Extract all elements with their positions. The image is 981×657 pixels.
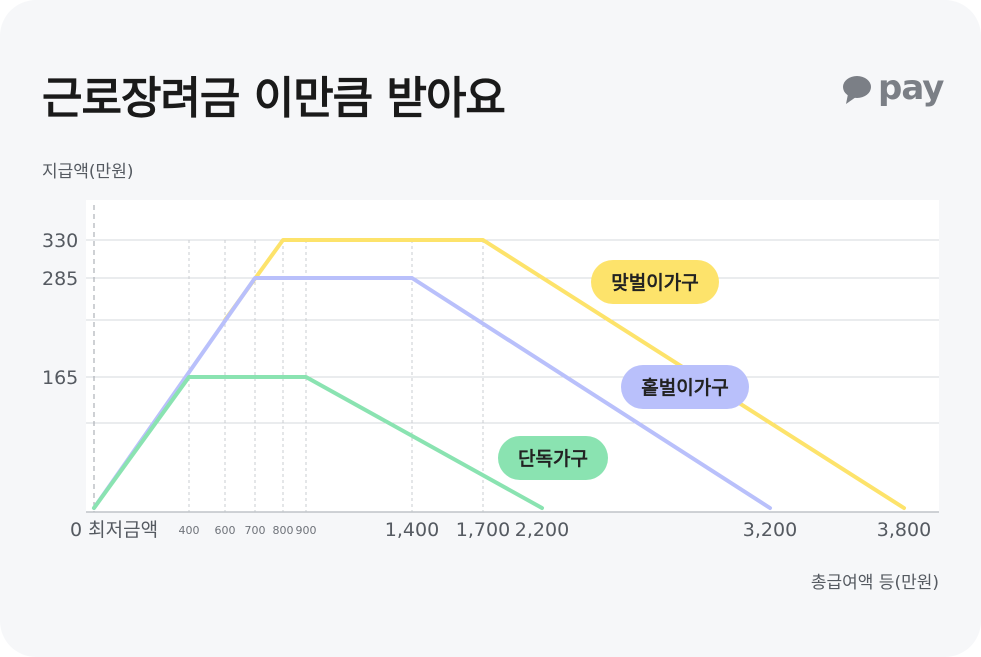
series-label-pill bbox=[498, 436, 608, 480]
series-line bbox=[92, 276, 772, 510]
series-label-pill bbox=[591, 260, 719, 304]
x-minor-tick-label: 800 bbox=[273, 524, 294, 537]
y-axis-title: 지급액(만원) bbox=[42, 162, 134, 182]
x-tick-label: 1,700 bbox=[456, 519, 510, 541]
x-minor-tick-label: 600 bbox=[215, 524, 236, 537]
speech-bubble-icon bbox=[843, 76, 871, 104]
series-label: 단독가구 bbox=[518, 448, 588, 470]
y-tick-label: 285 bbox=[42, 268, 78, 290]
tick-labels: 330 285 165 0 최저금액 1,400 1,700 2,200 3,200 3,800… bbox=[42, 230, 931, 541]
vertical-guides bbox=[93, 205, 484, 512]
x-minor-tick-label: 900 bbox=[296, 524, 317, 537]
x-axis-title: 총급여액 등(만원) bbox=[810, 573, 939, 593]
x-minor-tick-label: 400 bbox=[179, 524, 200, 537]
pay-logo: pay bbox=[842, 68, 944, 110]
series-label: 홑벌이가구 bbox=[641, 376, 728, 399]
series-label-pill bbox=[621, 365, 749, 409]
x-tick-label: 1,400 bbox=[385, 519, 439, 541]
page-title: 근로장려금 이만큼 받아요 bbox=[42, 73, 506, 124]
series-label: 맞벌이가구 bbox=[611, 272, 698, 294]
x-tick-label: 3,800 bbox=[877, 519, 931, 541]
x-minor-tick-label: 700 bbox=[245, 524, 266, 537]
y-tick-label: 330 bbox=[42, 230, 78, 252]
x-tick-label: 0 최저금액 bbox=[70, 519, 158, 541]
logo-text: pay bbox=[878, 68, 944, 108]
x-tick-label: 2,200 bbox=[515, 519, 569, 541]
x-tick-label: 3,200 bbox=[743, 519, 797, 541]
y-tick-label: 165 bbox=[42, 367, 78, 389]
series-line bbox=[92, 375, 544, 510]
